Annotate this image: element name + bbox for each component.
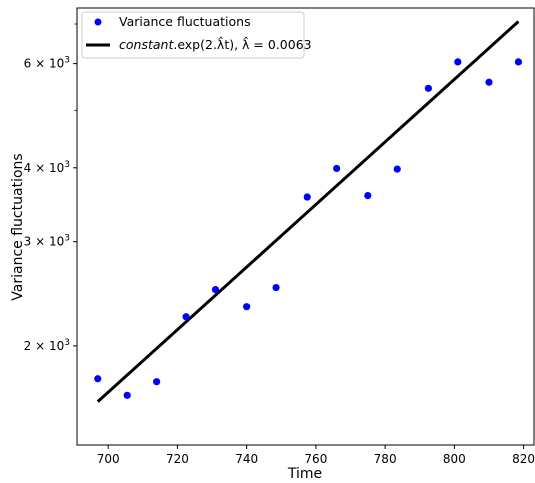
x-axis-label: Time (287, 466, 322, 482)
fit-line-layer (96, 20, 520, 403)
data-point (303, 193, 311, 201)
x-tick-label: 740 (235, 452, 258, 466)
data-point (182, 313, 190, 321)
data-point (514, 58, 523, 66)
x-tick-label: 780 (374, 452, 397, 466)
legend: Variance fluctuations constant.exp(2.λ̂t… (81, 11, 312, 59)
data-point (424, 84, 433, 92)
legend-label-scatter: Variance fluctuations (119, 14, 251, 29)
data-point (272, 283, 280, 292)
y-axis: 2 × 103 3 × 103 4 × 103 6 × 103 (24, 23, 77, 353)
data-point (243, 303, 251, 311)
y-tick-label: 4 × 103 (24, 160, 70, 175)
data-point (123, 391, 131, 399)
y-tick-label: 2 × 103 (24, 338, 70, 353)
legend-label-line: constant.exp(2.λ̂t), λ̂ = 0.0063 (119, 36, 312, 52)
y-axis-label: Variance fluctuations (10, 153, 26, 300)
data-point (333, 164, 341, 173)
plot-area (76, 7, 535, 446)
data-point (485, 78, 493, 86)
legend-label-line-rest: .exp(2.λ̂t), λ̂ = 0.0063 (173, 36, 311, 52)
x-tick-label: 700 (97, 452, 120, 466)
y-tick-label: 6 × 103 (24, 56, 70, 71)
data-point (454, 58, 462, 66)
x-tick-label: 800 (443, 452, 466, 466)
data-point (364, 191, 372, 200)
legend-box (81, 11, 305, 59)
legend-label-line-italic: constant (119, 37, 174, 52)
legend-marker-scatter (94, 18, 102, 26)
fit-line (96, 20, 520, 403)
data-point (393, 165, 401, 173)
x-axis: 700 720 740 760 780 800 820 (97, 445, 535, 466)
y-tick-label: 3 × 103 (24, 234, 70, 249)
data-point (211, 285, 220, 294)
scatter-points (94, 58, 523, 399)
data-point (153, 378, 161, 386)
data-point (94, 375, 102, 383)
x-tick-label: 720 (166, 452, 189, 466)
x-tick-label: 760 (304, 452, 327, 466)
x-tick-label: 820 (512, 452, 535, 466)
